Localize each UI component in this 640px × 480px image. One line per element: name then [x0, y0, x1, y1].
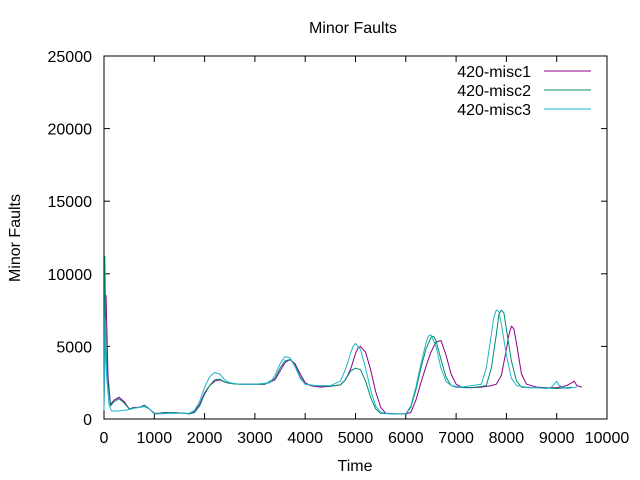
y-tick-label: 15000: [48, 194, 93, 211]
y-axis-label: Minor Faults: [7, 194, 24, 282]
x-tick-label: 5000: [338, 430, 374, 447]
legend: 420-misc1 420-misc2 420-misc3: [457, 64, 591, 119]
x-axis: 0 1000 2000 3000 4000 5000 6000 7000 8000 9000 100…: [100, 56, 630, 447]
y-tick-label: 20000: [48, 122, 93, 139]
legend-label: 420-misc2: [457, 83, 531, 100]
x-tick-label: 7000: [438, 430, 474, 447]
x-tick-label: 3000: [237, 430, 273, 447]
x-tick-label: 4000: [287, 430, 323, 447]
y-tick-label: 0: [83, 412, 92, 429]
chart-title: Minor Faults: [309, 20, 397, 37]
plot-area-border: [103, 55, 608, 420]
x-tick-label: 6000: [388, 430, 424, 447]
series-lines: [103, 255, 582, 415]
series-line-420-misc3: [103, 309, 577, 415]
y-tick-label: 25000: [48, 49, 93, 66]
y-axis: 0 5000 10000 15000 20000 25000: [48, 49, 607, 429]
y-tick-label: 5000: [56, 339, 92, 356]
legend-label: 420-misc3: [457, 102, 531, 119]
x-tick-label: 1000: [137, 430, 173, 447]
x-tick-label: 8000: [489, 430, 525, 447]
plot-frame: [103, 55, 608, 420]
series-line-420-misc2: [103, 255, 572, 415]
x-tick-label: 0: [100, 430, 109, 447]
x-tick-label: 9000: [539, 430, 575, 447]
x-tick-label: 10000: [585, 430, 630, 447]
y-tick-label: 10000: [48, 267, 93, 284]
x-axis-label: Time: [338, 458, 373, 475]
legend-label: 420-misc1: [457, 64, 531, 81]
x-tick-label: 2000: [187, 430, 223, 447]
